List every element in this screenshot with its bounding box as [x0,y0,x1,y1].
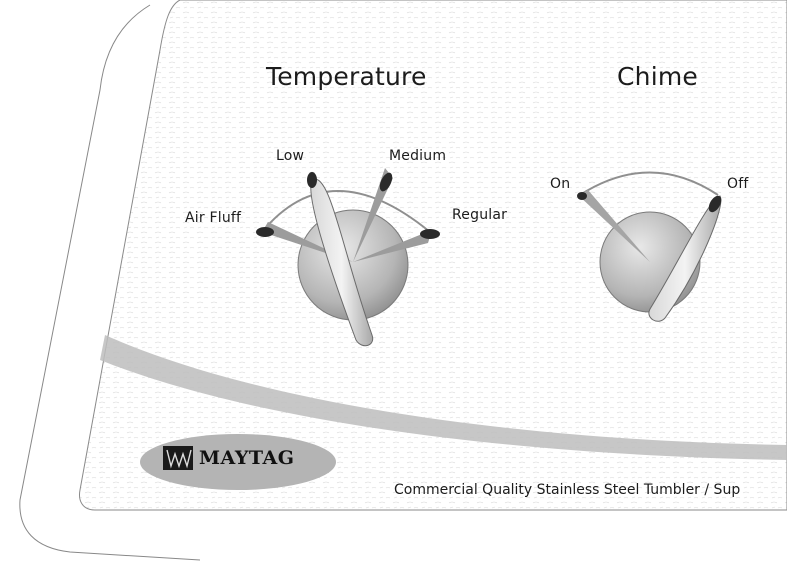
off-indicator [708,195,722,213]
temperature-position-regular: Regular [452,207,508,223]
maytag-logo-icon [163,446,193,470]
temperature-position-low: Low [276,148,305,164]
temperature-pointer [310,178,374,347]
chime-position-on: On [550,176,571,192]
on-indicator [577,192,587,200]
regular-indicator [420,229,440,239]
temperature-position-air-fluff: Air Fluff [185,210,242,226]
temperature-title: Temperature [266,62,427,91]
panel-tagline: Commercial Quality Stainless Steel Tumbl… [394,482,741,498]
medium-indicator [379,172,393,192]
chime-arc [579,171,719,196]
temperature-arc [261,190,431,233]
chime-pointer [648,195,722,322]
chime-position-off: Off [727,176,749,192]
air-fluff-indicator [256,227,274,237]
panel-face [79,0,787,511]
housing-outline [19,4,201,561]
temperature-position-medium: Medium [389,148,447,164]
low-indicator [307,172,317,188]
brand-name: MAYTAG [199,447,295,469]
swoosh-band [100,335,787,460]
chime-title: Chime [617,62,698,91]
